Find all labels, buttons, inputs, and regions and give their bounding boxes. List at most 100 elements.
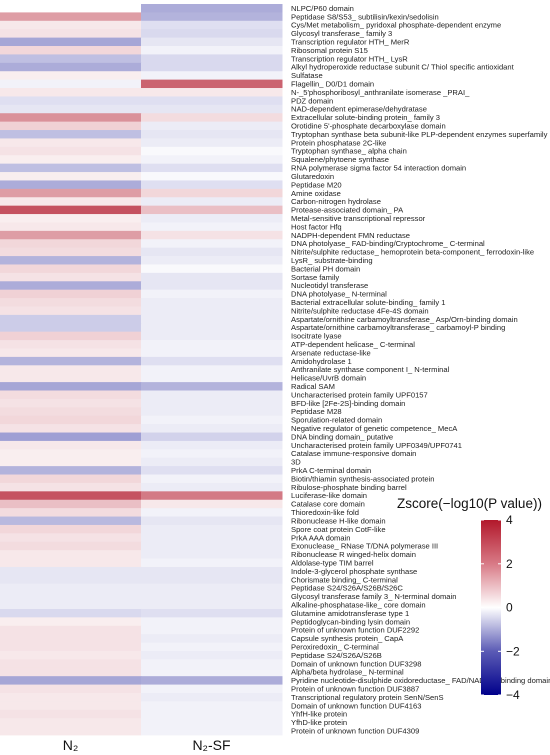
heatmap-cell	[141, 29, 283, 39]
heatmap-cell	[0, 617, 142, 627]
row-label: DNA photolyase_ N-terminal	[291, 290, 387, 299]
heatmap-cell	[141, 79, 283, 89]
row-label: LysR_ substrate-binding	[291, 256, 373, 265]
heatmap-cell	[0, 180, 142, 190]
legend-title: Zscore(−log10(P value))	[397, 496, 542, 511]
heatmap-cell	[0, 466, 142, 475]
heatmap-cell	[0, 314, 142, 324]
heatmap-cell	[0, 239, 142, 249]
heatmap-cell	[0, 230, 142, 240]
heatmap-cell	[141, 172, 283, 181]
heatmap-cell	[141, 474, 283, 484]
row-label: Squalene/phytoene synthase	[291, 155, 389, 164]
heatmap-cell	[0, 205, 142, 215]
heatmap-cell	[141, 37, 283, 47]
row-label: Ribonuclease R winged-helix domain	[291, 550, 416, 559]
heatmap-cell	[141, 382, 283, 391]
heatmap-cell	[141, 62, 283, 72]
heatmap-cell	[141, 508, 283, 517]
row-label: Alpha/beta hydrolase_ N-terminal	[291, 668, 404, 677]
heatmap-cell	[141, 466, 283, 475]
heatmap-cell	[0, 365, 142, 375]
row-label: Protein of unknown function DUF2292	[291, 626, 419, 635]
heatmap-cell	[141, 566, 283, 576]
heatmap-cell	[0, 163, 142, 173]
row-label: PDZ domain	[291, 96, 333, 105]
heatmap-cell	[0, 608, 142, 618]
row-label: Ribosomal protein S15	[291, 46, 368, 55]
heatmap-cell	[0, 709, 142, 719]
heatmap-cell	[0, 457, 142, 467]
heatmap-cell	[0, 524, 142, 534]
heatmap-cell	[0, 289, 142, 299]
row-label: Protein of unknown function DUF4309	[291, 727, 419, 736]
heatmap-cell	[0, 440, 142, 450]
row-label: Carbon-nitrogen hydrolase	[291, 197, 381, 206]
heatmap-cell	[141, 348, 283, 358]
row-label: Tryptophan synthase beta subunit-like PL…	[291, 130, 548, 139]
heatmap-cell	[141, 718, 283, 727]
row-label: Peptidase S24/S26A/S26B/S26C	[291, 584, 403, 593]
heatmap-cell	[0, 541, 142, 551]
heatmap-cell	[141, 71, 283, 81]
row-label: Aldolase-type TIM barrel	[291, 558, 374, 567]
row-label: Peptidase M20	[291, 180, 342, 189]
color-legend: Zscore(−log10(P value)) 4 2 0 −2 −4	[397, 496, 542, 702]
heatmap-cells	[0, 4, 283, 736]
heatmap-cell	[0, 415, 142, 425]
row-label: Host factor Hfq	[291, 222, 342, 231]
heatmap-cell	[141, 222, 283, 232]
heatmap-cell	[0, 197, 142, 207]
heatmap-cell	[141, 550, 283, 559]
row-label: NADPH-dependent FMN reductase	[291, 231, 410, 240]
heatmap-cell	[141, 146, 283, 156]
row-label: Anthranilate synthase component I_ N-ter…	[291, 365, 450, 374]
heatmap-cell	[141, 264, 283, 274]
heatmap-cell	[0, 407, 142, 417]
heatmap-cell	[0, 558, 142, 568]
row-label: Aspartate/ornithine carbamoyltransferase…	[291, 323, 505, 332]
row-label: N-_5'phosphoribosyl_anthranilate isomera…	[291, 88, 470, 97]
heatmap-cell	[0, 46, 142, 55]
row-label: Bacterial PH domain	[291, 264, 360, 273]
row-label: Transcriptional regulatory protein SenN/…	[291, 693, 444, 702]
row-label: Uncharacterised protein family UPF0157	[291, 390, 428, 399]
heatmap-cell	[0, 382, 142, 391]
row-label: Capsule synthesis protein_ CapA	[291, 634, 404, 643]
heatmap-cell	[0, 676, 142, 685]
heatmap-cell	[0, 634, 142, 643]
row-label: DNA photolyase_ FAD-binding/Cryptochrome…	[291, 239, 485, 248]
heatmap-cell	[141, 20, 283, 30]
heatmap-cell	[0, 172, 142, 181]
heatmap-cell	[141, 54, 283, 64]
heatmap-cell	[0, 499, 142, 509]
row-label: YfhD-like protein	[291, 718, 347, 727]
heatmap-cell	[141, 121, 283, 131]
heatmap-cell	[0, 625, 142, 635]
heatmap-cell	[0, 482, 142, 492]
row-label: Extracellular solute-binding protein_ fa…	[291, 113, 440, 122]
row-label: Peptidoglycan-binding lysin domain	[291, 617, 410, 626]
heatmap-cell	[0, 54, 142, 64]
heatmap-cell	[141, 625, 283, 635]
heatmap-cell	[141, 499, 283, 509]
legend-tick-label: −4	[506, 688, 520, 702]
heatmap-cell	[141, 592, 283, 601]
heatmap-cell	[141, 726, 283, 736]
heatmap-cell	[0, 491, 142, 501]
heatmap-cell	[0, 516, 142, 526]
row-label: Arsenate reductase-like	[291, 348, 371, 357]
row-label: Tryptophan synthase_ alpha chain	[291, 147, 407, 156]
row-label: Nitrite/sulphite reductase_ hemoprotein …	[291, 248, 534, 257]
heatmap-cell	[141, 482, 283, 492]
heatmap-cell	[0, 718, 142, 727]
heatmap-cell	[141, 642, 283, 652]
heatmap-cell	[0, 79, 142, 89]
row-label: Helicase/UvrB domain	[291, 374, 366, 383]
heatmap-cell	[141, 583, 283, 593]
heatmap-cell	[0, 146, 142, 156]
heatmap-cell	[141, 272, 283, 282]
heatmap-cell	[0, 88, 142, 97]
